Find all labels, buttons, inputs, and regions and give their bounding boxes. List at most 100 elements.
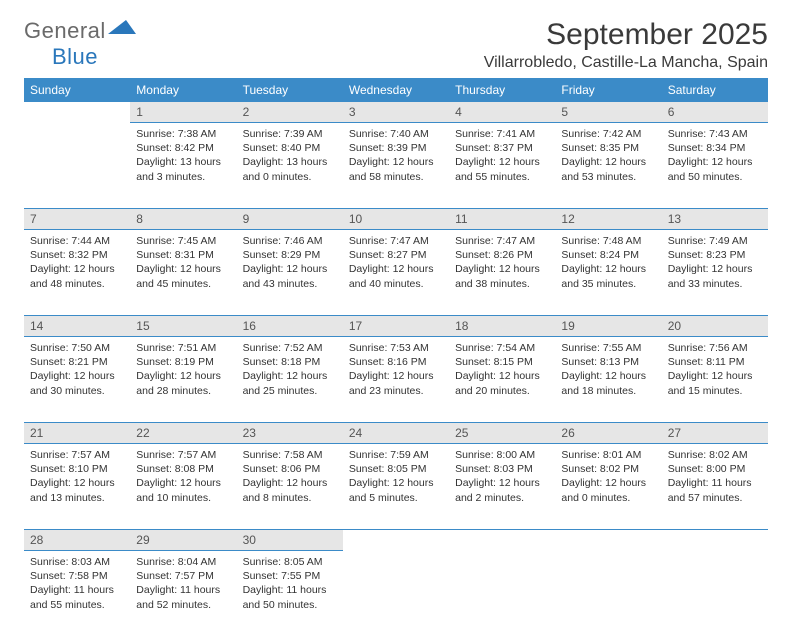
daylight2-label: and 3 minutes. (136, 170, 230, 184)
sunrise-label: Sunrise: 7:39 AM (243, 127, 337, 141)
daylight1-label: Daylight: 12 hours (455, 369, 549, 383)
daylight2-label: and 43 minutes. (243, 277, 337, 291)
daylight2-label: and 0 minutes. (243, 170, 337, 184)
daylight1-label: Daylight: 12 hours (349, 262, 443, 276)
sunrise-label: Sunrise: 7:45 AM (136, 234, 230, 248)
location-label: Villarrobledo, Castille-La Mancha, Spain (484, 54, 768, 72)
day-number (555, 530, 661, 551)
daylight1-label: Daylight: 11 hours (30, 583, 124, 597)
day-cell: Sunrise: 7:43 AMSunset: 8:34 PMDaylight:… (662, 123, 768, 209)
day-cell: Sunrise: 7:38 AMSunset: 8:42 PMDaylight:… (130, 123, 236, 209)
day-cell (662, 551, 768, 637)
weekday-header: Thursday (449, 78, 555, 102)
day-cell: Sunrise: 7:58 AMSunset: 8:06 PMDaylight:… (237, 444, 343, 530)
daylight2-label: and 45 minutes. (136, 277, 230, 291)
day-cell: Sunrise: 7:42 AMSunset: 8:35 PMDaylight:… (555, 123, 661, 209)
daylight1-label: Daylight: 11 hours (243, 583, 337, 597)
week-row: Sunrise: 8:03 AMSunset: 7:58 PMDaylight:… (24, 551, 768, 637)
sunset-label: Sunset: 8:00 PM (668, 462, 762, 476)
sunset-label: Sunset: 8:15 PM (455, 355, 549, 369)
sunrise-label: Sunrise: 8:01 AM (561, 448, 655, 462)
sunrise-label: Sunrise: 7:47 AM (349, 234, 443, 248)
sunrise-label: Sunrise: 7:57 AM (136, 448, 230, 462)
sunset-label: Sunset: 8:21 PM (30, 355, 124, 369)
daylight1-label: Daylight: 11 hours (668, 476, 762, 490)
day-number: 14 (24, 316, 130, 337)
sunset-label: Sunset: 8:10 PM (30, 462, 124, 476)
day-number: 1 (130, 102, 236, 123)
sunrise-label: Sunrise: 7:50 AM (30, 341, 124, 355)
daylight2-label: and 57 minutes. (668, 491, 762, 505)
daylight1-label: Daylight: 12 hours (243, 476, 337, 490)
daylight2-label: and 8 minutes. (243, 491, 337, 505)
daylight1-label: Daylight: 13 hours (136, 155, 230, 169)
day-cell: Sunrise: 7:49 AMSunset: 8:23 PMDaylight:… (662, 230, 768, 316)
daylight1-label: Daylight: 12 hours (455, 262, 549, 276)
daylight2-label: and 33 minutes. (668, 277, 762, 291)
day-number: 7 (24, 209, 130, 230)
day-number: 8 (130, 209, 236, 230)
day-number: 15 (130, 316, 236, 337)
weekday-header: Friday (555, 78, 661, 102)
sunrise-label: Sunrise: 8:03 AM (30, 555, 124, 569)
day-cell: Sunrise: 7:47 AMSunset: 8:26 PMDaylight:… (449, 230, 555, 316)
daylight1-label: Daylight: 12 hours (30, 369, 124, 383)
sunset-label: Sunset: 8:42 PM (136, 141, 230, 155)
sunset-label: Sunset: 8:32 PM (30, 248, 124, 262)
day-cell: Sunrise: 7:52 AMSunset: 8:18 PMDaylight:… (237, 337, 343, 423)
sunrise-label: Sunrise: 7:51 AM (136, 341, 230, 355)
daylight2-label: and 13 minutes. (30, 491, 124, 505)
day-number: 2 (237, 102, 343, 123)
day-number: 10 (343, 209, 449, 230)
month-title: September 2025 (484, 18, 768, 52)
day-cell: Sunrise: 7:59 AMSunset: 8:05 PMDaylight:… (343, 444, 449, 530)
day-number: 5 (555, 102, 661, 123)
sunset-label: Sunset: 8:24 PM (561, 248, 655, 262)
sunrise-label: Sunrise: 7:58 AM (243, 448, 337, 462)
day-number: 21 (24, 423, 130, 444)
day-number (24, 102, 130, 123)
weekday-header: Sunday (24, 78, 130, 102)
daylight2-label: and 50 minutes. (668, 170, 762, 184)
daylight1-label: Daylight: 11 hours (136, 583, 230, 597)
sunrise-label: Sunrise: 7:57 AM (30, 448, 124, 462)
sunrise-label: Sunrise: 7:55 AM (561, 341, 655, 355)
day-cell: Sunrise: 7:40 AMSunset: 8:39 PMDaylight:… (343, 123, 449, 209)
day-number: 16 (237, 316, 343, 337)
daylight2-label: and 28 minutes. (136, 384, 230, 398)
sunrise-label: Sunrise: 7:42 AM (561, 127, 655, 141)
daynum-row: 14151617181920 (24, 316, 768, 337)
sunrise-label: Sunrise: 7:52 AM (243, 341, 337, 355)
daylight2-label: and 10 minutes. (136, 491, 230, 505)
week-row: Sunrise: 7:50 AMSunset: 8:21 PMDaylight:… (24, 337, 768, 423)
day-number: 12 (555, 209, 661, 230)
calendar-table: Sunday Monday Tuesday Wednesday Thursday… (24, 78, 768, 637)
weekday-header: Monday (130, 78, 236, 102)
sunrise-label: Sunrise: 8:00 AM (455, 448, 549, 462)
daylight1-label: Daylight: 12 hours (349, 476, 443, 490)
daylight1-label: Daylight: 12 hours (30, 262, 124, 276)
daylight2-label: and 23 minutes. (349, 384, 443, 398)
day-number: 4 (449, 102, 555, 123)
sunrise-label: Sunrise: 7:40 AM (349, 127, 443, 141)
day-cell (343, 551, 449, 637)
day-number (343, 530, 449, 551)
brand-triangle-icon (108, 18, 138, 38)
sunset-label: Sunset: 7:58 PM (30, 569, 124, 583)
day-number: 29 (130, 530, 236, 551)
sunrise-label: Sunrise: 8:05 AM (243, 555, 337, 569)
day-number: 3 (343, 102, 449, 123)
sunset-label: Sunset: 8:26 PM (455, 248, 549, 262)
header: General Blue September 2025 Villarrobled… (24, 18, 768, 72)
day-cell: Sunrise: 7:55 AMSunset: 8:13 PMDaylight:… (555, 337, 661, 423)
daylight2-label: and 35 minutes. (561, 277, 655, 291)
sunset-label: Sunset: 8:02 PM (561, 462, 655, 476)
day-cell: Sunrise: 7:50 AMSunset: 8:21 PMDaylight:… (24, 337, 130, 423)
daylight2-label: and 55 minutes. (30, 598, 124, 612)
sunset-label: Sunset: 7:55 PM (243, 569, 337, 583)
day-number (662, 530, 768, 551)
daylight1-label: Daylight: 12 hours (243, 262, 337, 276)
daylight1-label: Daylight: 12 hours (136, 369, 230, 383)
daylight2-label: and 20 minutes. (455, 384, 549, 398)
day-cell: Sunrise: 7:57 AMSunset: 8:10 PMDaylight:… (24, 444, 130, 530)
